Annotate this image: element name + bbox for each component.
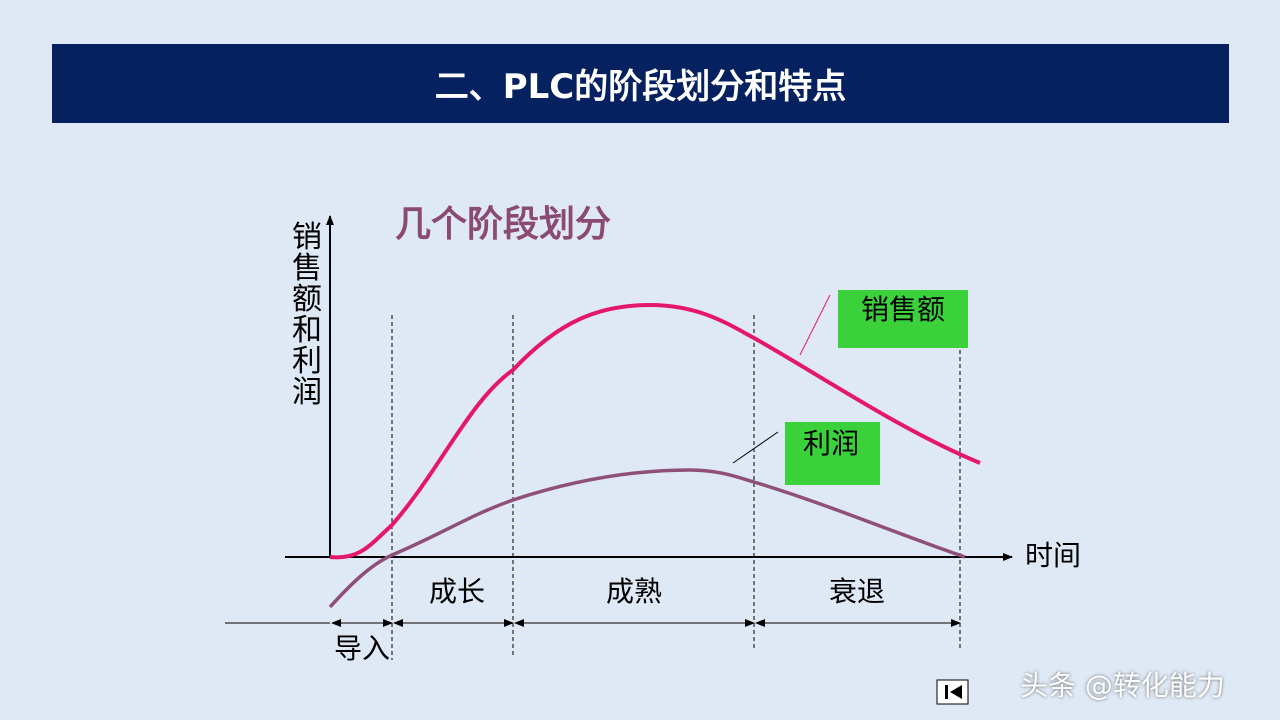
stage-dividers — [391, 315, 961, 660]
stage-label: 导入 — [334, 632, 390, 665]
stage-label: 成熟 — [606, 575, 662, 608]
leader-line — [732, 431, 779, 464]
curve-label: 销售额 — [861, 293, 945, 326]
curve-label: 利润 — [803, 427, 859, 460]
subtitle: 几个阶段划分 — [395, 204, 611, 245]
label-box — [838, 290, 968, 348]
slide-title: 二、PLC的阶段划分和特点 — [52, 44, 1229, 123]
leader-line — [799, 294, 831, 356]
watermark: 头条 @转化能力 — [1020, 669, 1225, 702]
sales-curve — [329, 302, 981, 560]
nav-button[interactable] — [936, 679, 969, 705]
stage-label: 成长 — [429, 575, 485, 608]
stage-label: 衰退 — [829, 575, 885, 608]
profit-curve — [328, 468, 966, 609]
x-axis-label: 时间 — [1025, 539, 1081, 572]
label-box — [785, 422, 880, 485]
y-axis-label: 销售额和利润 — [292, 220, 322, 410]
